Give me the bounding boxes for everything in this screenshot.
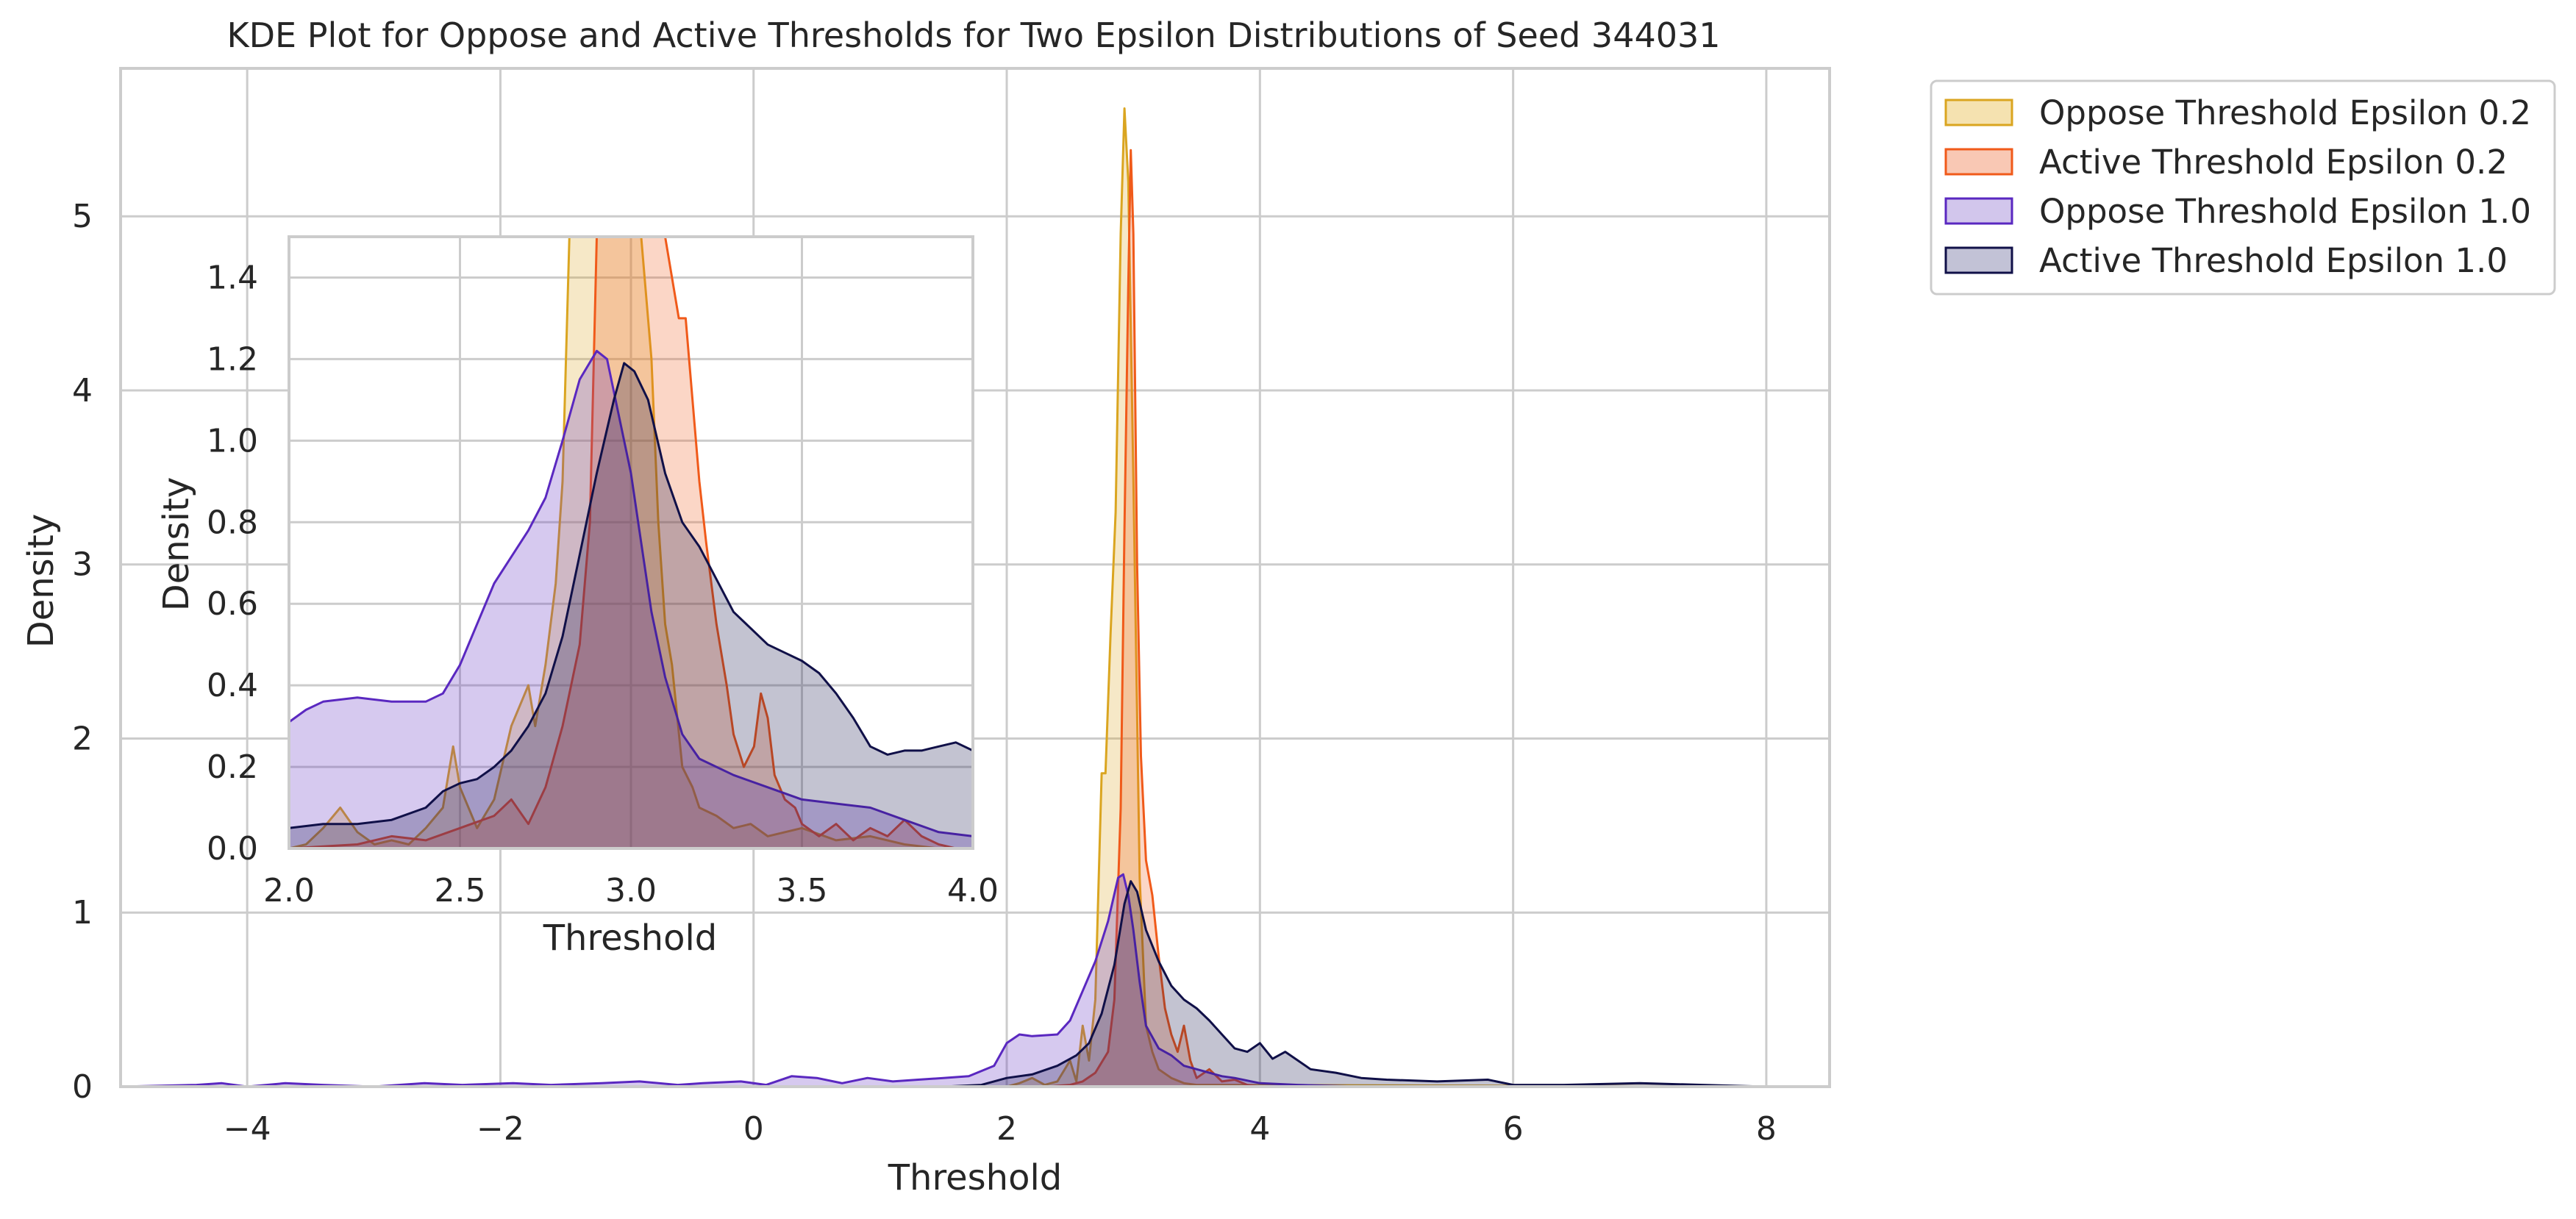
main-y-tick-label: 5: [72, 198, 93, 235]
main-x-tick-label: 2: [996, 1110, 1017, 1148]
inset-x-tick-label: 2.5: [435, 872, 486, 909]
main-y-tick-label: 4: [72, 372, 93, 410]
main-x-tick-label: 8: [1756, 1110, 1777, 1148]
inset-y-tick-label: 0.6: [207, 585, 258, 623]
inset-area-oppose-threshold-epsilon-0-2: [289, 237, 973, 848]
main-x-tick-label: 4: [1249, 1110, 1270, 1148]
main-series-areas: [121, 107, 1830, 1087]
inset-area-active-threshold-epsilon-1-0: [289, 362, 973, 848]
legend-swatch-oppose-threshold-epsilon-0-2: [1944, 99, 2013, 126]
inset-y-tick-label: 1.4: [207, 259, 258, 296]
legend-swatch-active-threshold-epsilon-0-2: [1944, 148, 2013, 176]
inset-x-tick-label: 3.5: [777, 872, 828, 909]
inset-plot-frame: [288, 235, 974, 850]
main-y-tick-label: 0: [72, 1068, 93, 1106]
inset-area-oppose-threshold-epsilon-1-0: [289, 351, 973, 848]
inset-y-tick-label: 1.0: [207, 422, 258, 460]
inset-line-oppose-threshold-epsilon-1-0: [289, 349, 973, 837]
main-x-tick-label: 6: [1503, 1110, 1524, 1148]
inset-y-ticks: 0.0 0.2 0.4 0.6 0.8 1.0 1.2 1.4: [207, 259, 258, 868]
inset-x-tick-label: 4.0: [947, 872, 999, 909]
inset-line-active-threshold-epsilon-1-0: [289, 362, 973, 829]
legend-swatch-active-threshold-epsilon-1-0: [1944, 246, 2013, 274]
inset-series-areas: [289, 237, 973, 848]
legend-label-oppose-threshold-epsilon-1-0: Oppose Threshold Epsilon 1.0: [2039, 192, 2531, 231]
main-line-oppose-threshold-epsilon-0-2: [121, 107, 1830, 1087]
legend-box: [1930, 79, 2556, 296]
inset-y-tick-label: 0.4: [207, 667, 258, 704]
main-y-tick-label: 1: [72, 894, 93, 932]
inset-line-oppose-threshold-epsilon-0-2: [289, 237, 973, 848]
main-x-ticks: −4 −2 0 2 4 6 8: [224, 1110, 1777, 1148]
main-y-axis-label: Density: [21, 514, 62, 648]
main-line-active-threshold-epsilon-1-0: [121, 880, 1830, 1087]
main-y-tick-label: 2: [72, 720, 93, 757]
main-x-axis-label: Threshold: [888, 1157, 1063, 1198]
inset-x-axis-label: Threshold: [543, 918, 718, 959]
main-x-tick-label: −4: [224, 1110, 271, 1148]
inset-y-axis-label: Density: [156, 477, 197, 611]
main-line-oppose-threshold-epsilon-1-0: [121, 873, 1830, 1087]
inset-x-ticks: 2.0 2.5 3.0 3.5 4.0: [263, 872, 999, 909]
legend-label-active-threshold-epsilon-1-0: Active Threshold Epsilon 1.0: [2039, 241, 2508, 280]
legend-label-oppose-threshold-epsilon-0-2: Oppose Threshold Epsilon 0.2: [2039, 93, 2531, 132]
legend: Oppose Threshold Epsilon 0.2 Active Thres…: [1930, 79, 2556, 296]
inset-line-active-threshold-epsilon-0-2: [289, 237, 973, 848]
chart-title: KDE Plot for Oppose and Active Threshold…: [226, 15, 1720, 55]
inset-y-tick-label: 0.0: [207, 830, 258, 868]
inset-y-tick-label: 1.2: [207, 340, 258, 378]
legend-label-active-threshold-epsilon-0-2: Active Threshold Epsilon 0.2: [2039, 143, 2508, 182]
inset-area-active-threshold-epsilon-0-2: [289, 237, 973, 848]
main-y-tick-label: 3: [72, 546, 93, 584]
main-y-ticks: 0 1 2 3 4 5: [72, 198, 93, 1106]
inset-y-tick-label: 0.8: [207, 504, 258, 541]
inset-y-tick-label: 0.2: [207, 748, 258, 786]
inset-x-tick-label: 2.0: [263, 872, 315, 909]
main-x-tick-label: −2: [477, 1110, 524, 1148]
main-x-tick-label: 0: [743, 1110, 764, 1148]
legend-swatch-oppose-threshold-epsilon-1-0: [1944, 197, 2013, 225]
main-plot-frame: [119, 67, 1831, 1088]
inset-x-tick-label: 3.0: [605, 872, 657, 909]
